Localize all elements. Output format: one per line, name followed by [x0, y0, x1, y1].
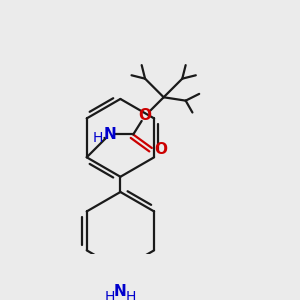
Text: O: O: [139, 108, 152, 123]
Text: H: H: [105, 290, 116, 300]
Text: H: H: [92, 131, 103, 145]
Text: N: N: [103, 127, 116, 142]
Text: O: O: [154, 142, 167, 157]
Text: H: H: [125, 290, 136, 300]
Text: N: N: [114, 284, 127, 299]
